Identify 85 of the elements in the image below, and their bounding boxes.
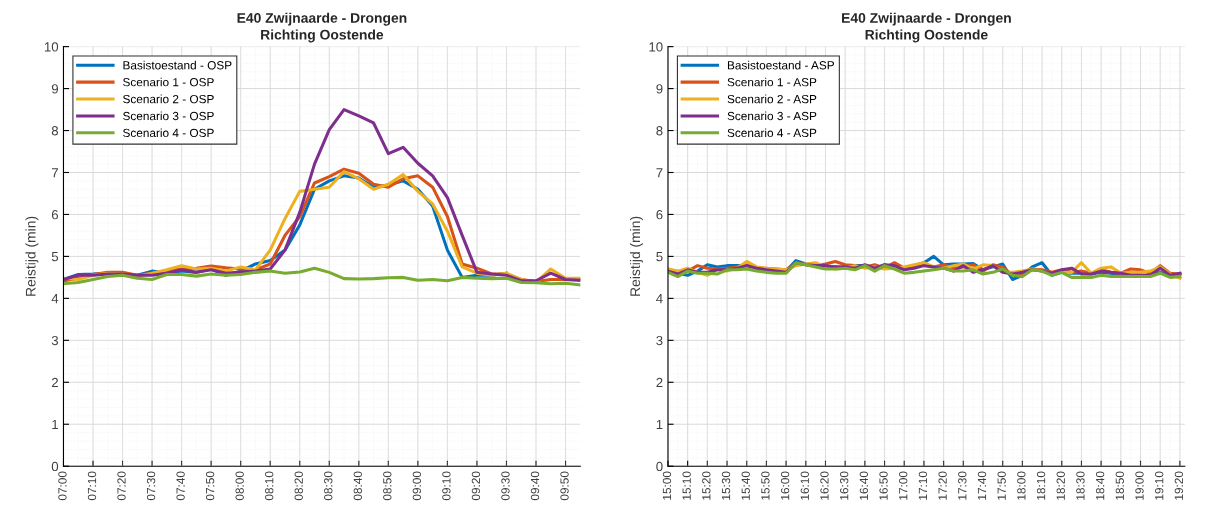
x-tick-label: 19:20: [1174, 471, 1184, 500]
legend-label: Scenario 3 - ASP: [727, 111, 817, 121]
y-tick-label: 4: [656, 294, 663, 304]
legend-label: Scenario 3 - OSP: [123, 111, 214, 121]
x-tick-label: 15:40: [741, 471, 750, 500]
x-tick-label: 18:30: [1076, 471, 1085, 500]
x-tick-label: 08:20: [294, 471, 303, 501]
legend-label: Scenario 1 - ASP: [727, 77, 817, 87]
x-tick-label: 17:30: [958, 471, 967, 500]
x-tick-label: 07:50: [205, 471, 215, 501]
y-tick-label: 3: [656, 335, 663, 346]
x-tick-label: 18:20: [1056, 471, 1065, 500]
x-tick-label: 07:10: [87, 471, 97, 501]
legend-label: Scenario 4 - ASP: [727, 128, 817, 138]
line-series: [63, 108, 581, 283]
x-tick-label: 16:30: [839, 471, 849, 500]
x-tick-label: 15:50: [761, 471, 770, 500]
legend-label: Scenario 2 - ASP: [727, 94, 817, 104]
x-tick-label: 19:10: [1155, 471, 1164, 500]
x-tick-label: 18:50: [1115, 471, 1124, 500]
y-tick-label: 10: [649, 42, 663, 52]
x-tick-label: 15:10: [682, 471, 691, 500]
legend-label: Scenario 2 - OSP: [123, 94, 214, 104]
x-tick-label: 16:10: [800, 471, 809, 500]
x-tick-label: 09:00: [412, 471, 422, 501]
x-tick-label: 07:30: [146, 471, 156, 501]
x-tick-label: 17:10: [918, 471, 928, 500]
chart-subtitle: Richting Oostende: [865, 29, 988, 43]
x-tick-label: 18:00: [1017, 471, 1026, 500]
y-tick-label: 10: [44, 42, 59, 52]
x-tick-label: 08:30: [324, 471, 333, 501]
y-tick-label: 1: [52, 419, 58, 430]
x-tick-label: 15:30: [721, 471, 731, 500]
y-tick-label: 5: [656, 252, 663, 262]
x-tick-label: 08:40: [353, 471, 362, 501]
x-tick-label: 09:40: [530, 471, 540, 501]
x-tick-label: 08:50: [383, 471, 392, 501]
line-series: [63, 266, 581, 287]
x-tick-label: 09:20: [471, 471, 481, 501]
x-tick-label: 18:40: [1095, 471, 1105, 500]
legend-label: Basistoestand - OSP: [123, 60, 232, 70]
x-tick-label: 15:00: [662, 471, 672, 500]
x-tick-label: 19:00: [1135, 471, 1144, 500]
x-tick-label: 17:40: [977, 471, 987, 500]
legend-label: Basistoestand - ASP: [727, 60, 834, 70]
x-tick-label: 18:10: [1036, 471, 1046, 500]
y-axis-title: Reistijd (min): [629, 216, 643, 296]
y-tick-label: 8: [656, 126, 663, 136]
x-tick-label: 15:20: [702, 471, 711, 500]
x-tick-label: 07:40: [176, 471, 185, 501]
y-tick-label: 6: [51, 210, 59, 220]
legend-label: Scenario 4 - OSP: [123, 128, 214, 138]
y-tick-label: 9: [656, 84, 663, 94]
x-tick-label: 17:20: [938, 471, 947, 500]
y-tick-label: 7: [656, 168, 663, 178]
chart-subtitle: Richting Oostende: [261, 29, 384, 43]
x-tick-label: 16:40: [859, 471, 869, 500]
y-tick-label: 2: [51, 377, 58, 388]
x-tick-label: 09:50: [560, 471, 569, 501]
y-tick-label: 1: [656, 419, 663, 430]
x-tick-label: 16:20: [820, 471, 829, 500]
x-tick-label: 08:10: [265, 471, 274, 501]
x-tick-label: 08:00: [235, 471, 244, 501]
y-tick-label: 6: [656, 210, 663, 220]
x-tick-label: 09:10: [442, 471, 451, 501]
legend-label: Scenario 1 - OSP: [123, 77, 214, 87]
y-axis-title: Reistijd (min): [25, 216, 39, 296]
chart-title: E40 Zwijnaarde - Drongen: [842, 12, 1011, 26]
chart-title: E40 Zwijnaarde - Drongen: [237, 12, 407, 26]
y-tick-label: 5: [51, 252, 59, 262]
y-tick-label: 9: [51, 84, 58, 94]
y-tick-label: 7: [51, 168, 58, 178]
y-tick-label: 0: [656, 461, 663, 472]
x-tick-label: 17:50: [997, 471, 1006, 500]
y-tick-label: 0: [51, 461, 59, 472]
x-tick-label: 16:00: [780, 471, 790, 500]
x-tick-label: 09:30: [501, 471, 510, 501]
y-tick-label: 8: [51, 126, 59, 136]
x-tick-label: 17:00: [899, 471, 908, 500]
y-tick-label: 2: [656, 377, 663, 388]
x-tick-label: 16:50: [879, 471, 888, 500]
y-tick-label: 3: [51, 335, 59, 346]
x-tick-label: 07:00: [58, 471, 67, 501]
x-tick-label: 07:20: [117, 471, 126, 501]
y-tick-label: 4: [51, 294, 59, 304]
